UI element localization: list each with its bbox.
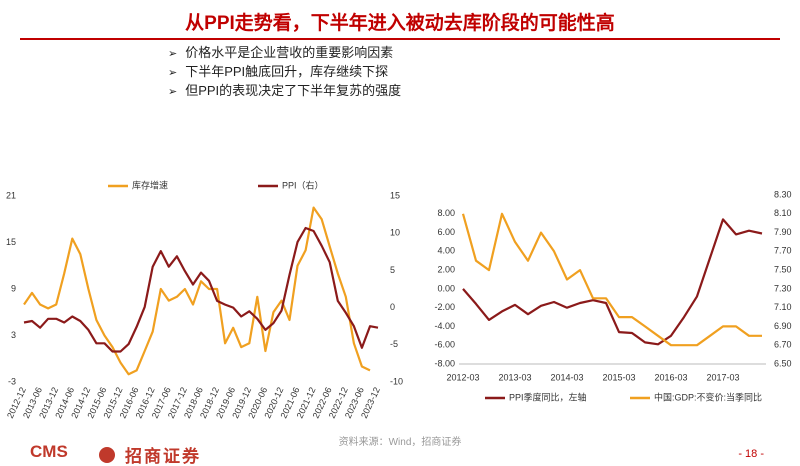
bullet: 下半年PPI触底回升，库存继续下探 <box>168 63 401 82</box>
page-number: - 18 - <box>738 448 764 460</box>
bullet: 但PPI的表现决定了下半年复苏的强度 <box>168 82 401 101</box>
legend-label: PPI季度同比，左轴 <box>509 391 587 402</box>
y2-tick-label: 6.70 <box>774 340 792 350</box>
source-note: 资料来源：Wind，招商证券 <box>338 437 462 448</box>
y-tick-label: 2.00 <box>437 264 455 274</box>
y2-tick-label: -5 <box>390 339 398 349</box>
y2-tick-label: 7.90 <box>774 227 792 237</box>
series-line <box>23 226 379 353</box>
slide-title: 从PPI走势看，下半年进入被动去库阶段的可能性高 <box>185 13 615 34</box>
logo-text: CMS <box>30 442 68 461</box>
y2-tick-label: 8.10 <box>774 208 792 218</box>
series-line <box>23 206 371 376</box>
x-tick-label: 2014-03 <box>550 372 583 382</box>
y2-tick-label: 7.30 <box>774 283 792 293</box>
y-tick-label: 9 <box>11 283 16 293</box>
y-tick-label: -3 <box>8 376 16 386</box>
legend-label: PPI（右） <box>282 179 324 190</box>
y2-tick-label: 7.50 <box>774 264 792 274</box>
bullet: 价格水平是企业营收的重要影响因素 <box>168 44 401 63</box>
y-tick-label: -6.00 <box>434 340 455 350</box>
x-tick-label: 2015-03 <box>602 372 635 382</box>
y2-tick-label: 5 <box>390 265 395 275</box>
y2-tick-label: 8.30 <box>774 189 792 199</box>
y-tick-label: 0.00 <box>437 283 455 293</box>
y-tick-label: -4.00 <box>434 321 455 331</box>
y2-tick-label: 15 <box>390 190 400 200</box>
legend-label: 中国:GDP:不变价:当季同比 <box>654 391 762 402</box>
y-tick-label: -2.00 <box>434 302 455 312</box>
y-tick-label: 4.00 <box>437 246 455 256</box>
title-rule <box>20 38 780 40</box>
x-tick-label: 2013-03 <box>498 372 531 382</box>
x-tick-label: 2017-03 <box>706 372 739 382</box>
y2-tick-label: 6.50 <box>774 358 792 368</box>
y-tick-label: -8.00 <box>434 358 455 368</box>
y-tick-label: 15 <box>6 237 16 247</box>
y2-tick-label: 6.90 <box>774 321 792 331</box>
series-line <box>461 212 762 347</box>
y-tick-label: 3 <box>11 330 16 340</box>
legend-label: 库存增速 <box>132 179 168 190</box>
y-tick-label: 21 <box>6 190 16 200</box>
bullet-list: 价格水平是企业营收的重要影响因素 下半年PPI触底回升，库存继续下探 但PPI的… <box>168 44 401 101</box>
x-tick-label: 2016-03 <box>654 372 687 382</box>
series-line <box>462 218 763 346</box>
y2-tick-label: 10 <box>390 228 400 238</box>
logo-icon <box>99 447 115 463</box>
y2-tick-label: -10 <box>390 376 403 386</box>
y2-tick-label: 7.10 <box>774 302 792 312</box>
y-tick-label: 8.00 <box>437 208 455 218</box>
y-tick-label: 6.00 <box>437 227 455 237</box>
y2-tick-label: 0 <box>390 302 395 312</box>
company-name: 招商证券 <box>125 447 201 466</box>
y2-tick-label: 7.70 <box>774 246 792 256</box>
x-tick-label: 2012-03 <box>446 372 479 382</box>
